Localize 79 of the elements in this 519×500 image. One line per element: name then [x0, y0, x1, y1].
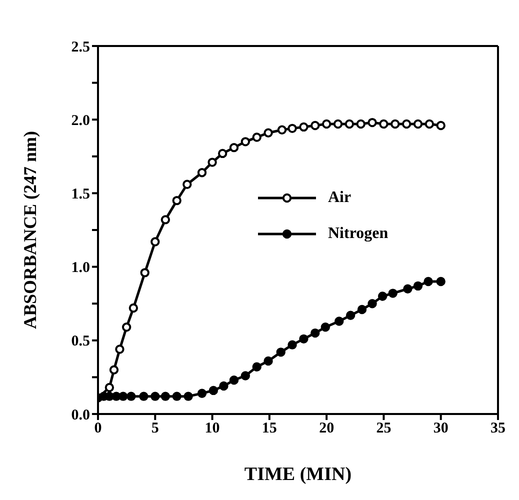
y-tick-label: 1.5: [71, 186, 90, 203]
point: [208, 158, 217, 167]
point: [252, 132, 262, 142]
x-tick-label: 10: [204, 420, 220, 437]
point: [118, 392, 128, 401]
x-tick-label: 35: [490, 420, 506, 437]
x-tick-label: 20: [319, 420, 334, 437]
y-tick-label: 0.5: [71, 334, 90, 350]
point: [288, 124, 297, 134]
point: [344, 119, 354, 129]
point: [172, 392, 182, 401]
point: [436, 276, 446, 286]
point: [277, 125, 287, 135]
point: [160, 215, 170, 224]
point: [104, 382, 114, 392]
x-tick-label: 25: [376, 420, 392, 437]
point: [115, 344, 124, 354]
point: [128, 303, 138, 313]
point: [140, 268, 150, 278]
point: [276, 348, 286, 357]
point: [208, 386, 218, 396]
point: [379, 119, 388, 129]
point: [356, 119, 366, 129]
x-tick-label: 30: [433, 420, 448, 437]
point: [160, 392, 170, 401]
point: [197, 388, 207, 398]
point: [172, 196, 182, 206]
point: [184, 392, 193, 401]
point: [139, 392, 148, 401]
point: [182, 180, 192, 189]
y-tick-label: 2.0: [71, 112, 90, 129]
point: [436, 120, 446, 130]
point: [299, 122, 308, 132]
point: [288, 340, 297, 350]
point: [122, 322, 132, 332]
point: [229, 376, 239, 385]
point: [413, 119, 423, 129]
x-axis-title: TIME (MIN): [244, 464, 352, 485]
point: [264, 356, 273, 366]
point: [334, 316, 344, 326]
point: [368, 118, 377, 128]
point: [333, 119, 343, 129]
point: [310, 120, 320, 130]
point: [240, 137, 250, 146]
point: [424, 276, 433, 286]
point: [346, 310, 356, 320]
point: [388, 288, 398, 298]
point: [403, 284, 412, 294]
point: [219, 381, 228, 391]
point: [126, 392, 136, 401]
point: [299, 334, 308, 344]
y-tick-label: 1.0: [71, 260, 90, 276]
point: [218, 148, 228, 158]
point: [357, 304, 367, 314]
y-tick-label: 0.0: [71, 407, 90, 424]
point: [264, 128, 273, 138]
point: [150, 392, 160, 401]
point: [150, 237, 160, 246]
y-axis-title: ABSORBANCE (247 nm): [20, 130, 40, 330]
legend-label: Nitrogen: [328, 225, 388, 243]
point: [320, 322, 330, 332]
point: [322, 119, 332, 129]
point: [197, 168, 207, 178]
point: [402, 119, 412, 129]
point: [240, 371, 250, 380]
x-tick-label: 5: [151, 420, 159, 437]
point: [252, 362, 262, 372]
x-tick-label: 15: [262, 420, 277, 437]
point: [413, 281, 423, 291]
point: [368, 299, 377, 308]
legend-label: Air: [328, 189, 352, 207]
point: [310, 328, 320, 338]
point: [390, 119, 400, 129]
x-tick-label: 0: [94, 420, 102, 437]
point: [229, 142, 239, 152]
point: [109, 365, 119, 374]
point: [424, 119, 434, 129]
point: [378, 292, 388, 301]
y-tick-label: 2.5: [71, 39, 90, 56]
